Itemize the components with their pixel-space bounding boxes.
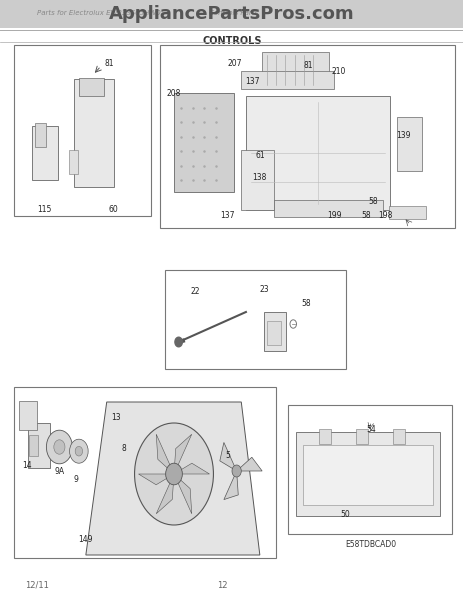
Text: 58: 58 bbox=[361, 211, 370, 220]
Bar bbox=[266, 321, 280, 345]
Text: 61: 61 bbox=[255, 151, 264, 160]
Text: 54: 54 bbox=[365, 425, 375, 433]
Text: 207: 207 bbox=[226, 58, 241, 67]
Text: 12: 12 bbox=[217, 581, 227, 589]
Bar bbox=[241, 71, 333, 89]
Circle shape bbox=[134, 423, 213, 525]
Bar bbox=[32, 126, 58, 180]
Text: 210: 210 bbox=[331, 67, 345, 76]
Text: 208: 208 bbox=[167, 88, 181, 97]
Bar bbox=[245, 96, 389, 210]
Bar bbox=[356, 429, 367, 444]
Text: 81: 81 bbox=[104, 58, 113, 67]
Bar bbox=[263, 312, 285, 351]
Circle shape bbox=[175, 337, 182, 347]
Text: AppliancePartsPros.com: AppliancePartsPros.com bbox=[109, 5, 354, 23]
Bar bbox=[319, 429, 330, 444]
Bar bbox=[287, 405, 451, 534]
Text: 9: 9 bbox=[73, 475, 78, 485]
Circle shape bbox=[69, 439, 88, 463]
Text: 199: 199 bbox=[326, 211, 341, 220]
Bar bbox=[295, 432, 439, 516]
Bar bbox=[14, 45, 150, 216]
Bar bbox=[74, 79, 113, 187]
Text: E58TDBCAD0: E58TDBCAD0 bbox=[345, 540, 396, 548]
Text: 115: 115 bbox=[37, 205, 51, 214]
Bar bbox=[29, 435, 38, 456]
Text: 5: 5 bbox=[225, 451, 229, 461]
Text: 138: 138 bbox=[252, 173, 266, 181]
Text: CONTROLS: CONTROLS bbox=[202, 36, 261, 46]
Text: 139: 139 bbox=[395, 130, 410, 139]
Bar bbox=[393, 429, 404, 444]
Polygon shape bbox=[219, 442, 236, 471]
Polygon shape bbox=[236, 457, 262, 471]
Text: 81: 81 bbox=[303, 61, 313, 70]
Bar bbox=[79, 78, 104, 96]
Bar bbox=[388, 206, 425, 219]
Bar bbox=[174, 93, 234, 192]
Text: 23: 23 bbox=[259, 286, 269, 294]
Text: 12/11: 12/11 bbox=[25, 581, 49, 589]
Polygon shape bbox=[223, 471, 238, 500]
Circle shape bbox=[165, 463, 182, 485]
Text: 149: 149 bbox=[78, 535, 93, 545]
Text: 13: 13 bbox=[111, 413, 120, 421]
Polygon shape bbox=[174, 463, 209, 474]
Text: 50: 50 bbox=[340, 510, 350, 518]
Bar bbox=[14, 387, 275, 558]
Bar bbox=[19, 401, 37, 430]
Bar bbox=[28, 423, 50, 468]
Text: Controls Parts: Controls Parts bbox=[208, 10, 257, 16]
Polygon shape bbox=[156, 474, 174, 514]
Text: 198: 198 bbox=[377, 211, 391, 220]
Polygon shape bbox=[86, 402, 259, 555]
Bar bbox=[273, 200, 382, 217]
Text: 58: 58 bbox=[301, 298, 310, 307]
Bar bbox=[0, 0, 463, 28]
Bar bbox=[262, 52, 329, 87]
Circle shape bbox=[46, 430, 72, 464]
Bar bbox=[69, 150, 78, 174]
Text: 60: 60 bbox=[108, 205, 119, 214]
Bar bbox=[241, 150, 273, 210]
Bar bbox=[160, 45, 454, 228]
Text: 137: 137 bbox=[219, 211, 234, 220]
Text: 22: 22 bbox=[190, 286, 199, 295]
Text: 8: 8 bbox=[121, 444, 126, 452]
Bar bbox=[396, 117, 421, 171]
Circle shape bbox=[54, 440, 65, 454]
Text: 137: 137 bbox=[245, 76, 260, 85]
Text: 58: 58 bbox=[368, 196, 377, 205]
Polygon shape bbox=[156, 434, 174, 474]
Bar bbox=[164, 270, 345, 369]
Text: 14: 14 bbox=[22, 461, 31, 469]
Text: 9A: 9A bbox=[54, 467, 64, 475]
Circle shape bbox=[75, 446, 82, 456]
Polygon shape bbox=[174, 434, 191, 474]
Bar bbox=[302, 445, 432, 505]
Polygon shape bbox=[138, 474, 174, 485]
Text: Parts for Electrolux EW23SS65HW0:: Parts for Electrolux EW23SS65HW0: bbox=[37, 10, 163, 16]
Circle shape bbox=[232, 465, 241, 477]
Bar bbox=[35, 123, 46, 147]
Polygon shape bbox=[174, 474, 191, 514]
